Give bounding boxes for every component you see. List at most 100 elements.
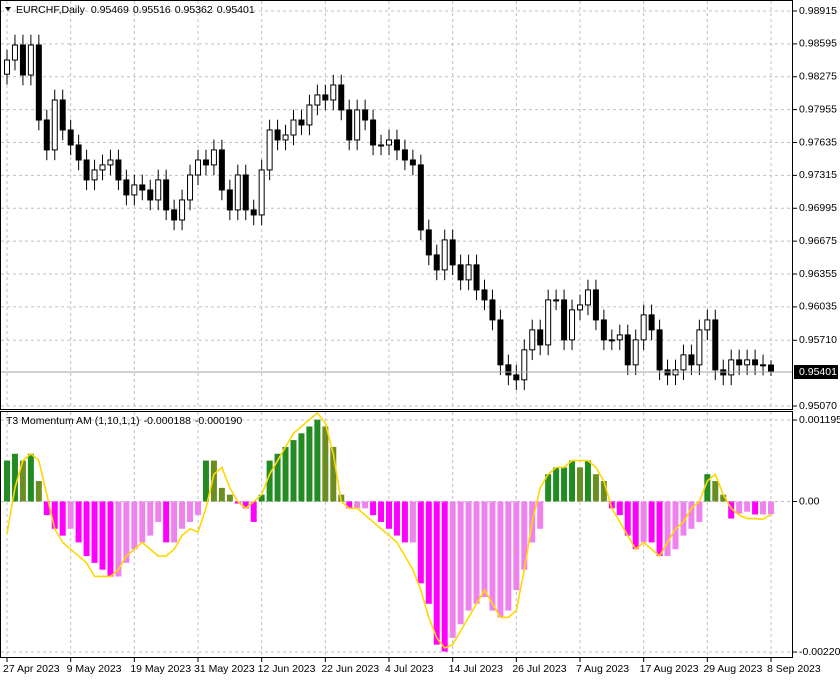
histogram-bar [553, 467, 560, 502]
histogram-bar [768, 501, 774, 515]
candle-body [115, 159, 122, 181]
histogram-bar [314, 419, 321, 502]
histogram-bar [728, 501, 735, 519]
candle-body [123, 179, 130, 196]
candle-body [67, 129, 74, 146]
x-tick-label: 19 May 2023 [130, 663, 191, 675]
candle-body [210, 149, 217, 166]
candle-body [155, 179, 162, 201]
histogram-bar [115, 501, 122, 577]
candle-body [274, 129, 281, 141]
candle-body [226, 189, 233, 211]
histogram-bar [688, 501, 695, 529]
histogram-bar [497, 501, 504, 618]
candle-body [27, 44, 34, 76]
x-tick-label: 8 Sep 2023 [767, 663, 821, 675]
histogram-bar [712, 481, 719, 502]
histogram-bar [505, 501, 512, 611]
histogram-bar [123, 501, 130, 563]
histogram-bar [242, 501, 249, 509]
histogram-bar [736, 501, 743, 514]
y-tick-label: 0.97635 [799, 136, 837, 148]
histogram-bar [163, 501, 170, 543]
indicator-line [6, 411, 772, 650]
histogram-bar [640, 501, 647, 543]
histogram-bar [187, 501, 194, 522]
candle-body [577, 304, 583, 311]
candle-body [513, 374, 520, 381]
candle-body [441, 239, 448, 271]
candle-body [354, 109, 361, 141]
candle-body [744, 359, 751, 366]
candle-body [545, 299, 552, 346]
candle-body [258, 169, 265, 216]
candle-body [242, 174, 249, 211]
candle-body [179, 199, 186, 221]
histogram-bar [489, 501, 496, 611]
candle-body [409, 159, 416, 166]
candle-body [680, 354, 687, 371]
candle-body [163, 179, 170, 211]
candle-body [51, 99, 58, 151]
price-title-part: 0.95469 [91, 4, 129, 16]
x-tick-label: 14 Jul 2023 [449, 663, 503, 675]
histogram-bar [91, 501, 98, 563]
candle-body [362, 109, 369, 121]
candle-body [704, 319, 711, 331]
histogram-bar [624, 501, 631, 536]
candle-body [218, 149, 225, 191]
x-tick-label: 12 Jun 2023 [258, 663, 316, 675]
candle-body [656, 329, 663, 371]
x-tick-label: 29 Aug 2023 [703, 663, 762, 675]
candle-body [83, 159, 90, 181]
candle-body [250, 209, 257, 216]
histogram-bar [393, 501, 400, 536]
candle-body [346, 109, 353, 141]
histogram-bar [696, 501, 703, 522]
x-tick-label: 22 Jun 2023 [321, 663, 379, 675]
histogram-bar [179, 501, 186, 529]
y-tick-label: 0.98275 [799, 71, 837, 83]
histogram-bar [632, 501, 639, 550]
candle-body [99, 164, 106, 171]
histogram-bar [51, 501, 58, 529]
candle-body [266, 129, 273, 171]
candle-body [131, 184, 138, 196]
candle-body [537, 329, 544, 346]
candle-body [529, 329, 536, 351]
histogram-bar [195, 501, 201, 516]
candle-body [624, 334, 631, 366]
y-tick-label: 0.00 [799, 495, 820, 507]
candle-body [584, 289, 591, 306]
candle-body [616, 334, 623, 341]
candle-body [393, 139, 400, 151]
x-tick-label: 17 Aug 2023 [640, 663, 699, 675]
price-title-part: 0.95401 [217, 4, 255, 16]
candle-body [306, 104, 313, 126]
histogram-bar [282, 446, 289, 502]
price-title-part: EURCHF,Daily [16, 4, 86, 16]
histogram-bar [370, 501, 377, 516]
histogram-bar [306, 426, 313, 502]
candle-body [401, 149, 408, 161]
candle-body [59, 99, 66, 131]
candle-body [290, 119, 297, 136]
histogram-bar [577, 467, 583, 502]
candle-body [481, 289, 488, 301]
candle-body [282, 134, 289, 141]
candle-body [35, 44, 42, 121]
candle-body [195, 159, 201, 176]
candle-body [75, 144, 82, 161]
candle-body [202, 159, 209, 166]
y-tick-label: 0.95710 [799, 334, 837, 346]
histogram-bar [433, 501, 440, 645]
histogram-bar [362, 501, 369, 509]
x-tick-label: 27 Apr 2023 [3, 663, 60, 675]
candle-body [497, 319, 504, 366]
price-title-part: 0.95362 [175, 4, 213, 16]
candle-body [91, 169, 98, 181]
histogram-bar [569, 460, 576, 502]
candle-body [386, 139, 392, 146]
y-tick-label: 0.001195 [799, 414, 840, 426]
y-tick-label: 0.98915 [799, 5, 837, 17]
